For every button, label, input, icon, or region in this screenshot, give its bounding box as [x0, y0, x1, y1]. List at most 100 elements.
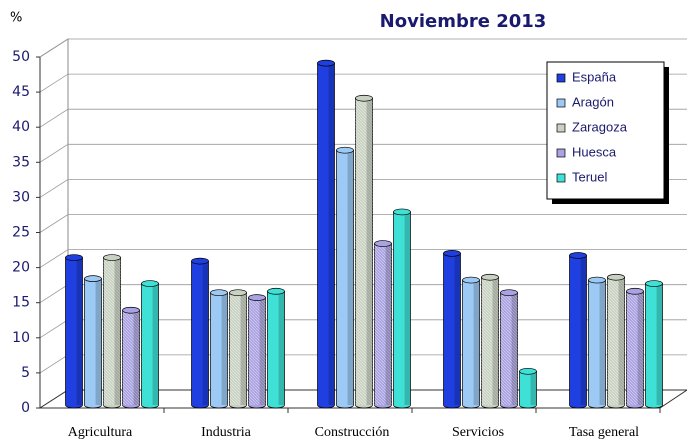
x-tick-label: Tasa general: [569, 425, 639, 440]
bar-top: [141, 280, 159, 287]
legend-label: Huesca: [572, 144, 617, 159]
y-tick-label: 25: [12, 225, 30, 241]
y-tick-label: 35: [12, 154, 30, 170]
bar-top: [229, 289, 247, 297]
legend-label: Aragón: [572, 94, 614, 109]
bar-top: [248, 294, 266, 301]
bar: [588, 276, 606, 409]
bar-shade: [385, 243, 392, 405]
bar-body: [191, 260, 209, 409]
bar: [374, 240, 392, 409]
bar: [317, 59, 335, 409]
bar: [103, 254, 121, 409]
y-tick-label: 5: [21, 365, 30, 381]
legend-swatch: [556, 148, 566, 158]
legend: [546, 61, 665, 200]
bar-body: [588, 279, 606, 409]
bar-top: [645, 280, 663, 287]
bar-top: [519, 367, 537, 375]
grid-line: [39, 178, 687, 198]
bar-body: [141, 283, 159, 409]
bar: [141, 280, 159, 409]
grid-line: [39, 214, 687, 233]
bar-top: [355, 94, 373, 102]
y-tick-label: 15: [12, 295, 30, 311]
y-tick-label: 0: [21, 400, 30, 416]
bar-top: [210, 289, 228, 297]
bar-hatch: [374, 243, 392, 405]
bar-shade: [511, 292, 518, 405]
bar-body: [393, 211, 411, 409]
x-tick-label: Industria: [201, 425, 252, 440]
bar-body: [210, 292, 228, 409]
bar-body: [462, 279, 480, 409]
bar: [84, 275, 102, 409]
bar: [336, 146, 354, 409]
bar: [210, 289, 228, 409]
bar: [645, 280, 663, 409]
bar-shade: [76, 257, 83, 405]
bar-body: [65, 257, 83, 409]
bar-shade: [656, 283, 663, 405]
bar-body: [267, 290, 285, 409]
bar: [462, 276, 480, 409]
bar-shade: [637, 291, 644, 405]
grid-line: [39, 38, 687, 58]
bar: [519, 367, 537, 409]
bar-shade: [473, 280, 480, 405]
grid-line: [39, 249, 687, 268]
bar-top: [191, 257, 209, 265]
legend-swatch: [556, 73, 566, 83]
bar-shade: [221, 292, 228, 405]
bar: [267, 287, 285, 409]
bar-shade: [152, 283, 159, 405]
bar-top: [393, 208, 411, 216]
bar-shade: [618, 277, 625, 405]
y-tick-label: 30: [12, 189, 30, 205]
bar-body: [645, 283, 663, 409]
bar-top: [500, 289, 518, 297]
legend-swatch: [556, 98, 566, 108]
x-tick-label: Servicios: [452, 425, 504, 440]
bar-top: [336, 146, 354, 154]
bar-top: [569, 252, 587, 259]
legend-swatch: [556, 173, 566, 183]
bar-top: [481, 273, 499, 281]
grid-line: [39, 73, 687, 93]
bar-shade: [366, 98, 373, 405]
bar-top: [626, 287, 644, 295]
bar: [65, 254, 83, 409]
bar-shade: [114, 257, 121, 405]
bar-top: [65, 254, 83, 261]
legend-label: España: [572, 69, 617, 84]
chart-title: Noviembre 2013: [380, 11, 547, 32]
grid-line: [39, 143, 687, 163]
grid-line: [39, 108, 687, 128]
bar-hatch: [122, 310, 140, 405]
bar-top: [588, 276, 606, 284]
bar-shade: [580, 255, 587, 405]
bar-hatch: [626, 291, 644, 405]
x-tick-label: Construcción: [315, 425, 390, 440]
bar-hatch: [607, 277, 625, 405]
bar-shade: [530, 371, 537, 405]
bar-shade: [404, 211, 411, 405]
bar-body: [317, 62, 335, 409]
bar-top: [317, 59, 335, 67]
bar: [393, 208, 411, 409]
bar-hatch: [229, 292, 247, 405]
y-tick-label: 50: [12, 49, 30, 65]
bar-body: [84, 278, 102, 409]
bar-top: [103, 254, 121, 261]
bar-hatch: [355, 98, 373, 405]
bar: [248, 294, 266, 409]
bar-top: [607, 273, 625, 281]
bar-shade: [95, 278, 102, 405]
bar-shade: [133, 310, 140, 405]
bar: [569, 252, 587, 409]
bar-top: [267, 287, 285, 295]
y-tick-label: 45: [12, 84, 30, 100]
bar-hatch: [248, 297, 266, 405]
bar: [626, 287, 644, 409]
